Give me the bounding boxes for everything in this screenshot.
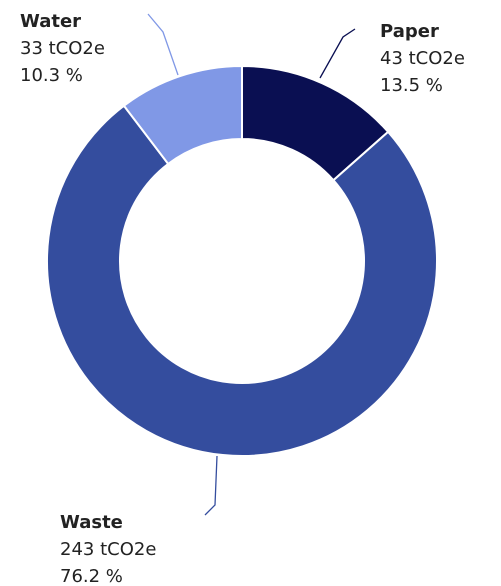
- data-label-name-waste: Waste: [60, 512, 123, 533]
- slice-waste: [46, 104, 438, 457]
- data-label-name-paper: Paper: [380, 21, 439, 42]
- leader-line-paper: [319, 28, 356, 79]
- leader-lines-layer: [147, 13, 356, 516]
- data-label-percent-waste: 76.2 %: [60, 566, 123, 586]
- data-label-value-water: 33 tCO2e: [20, 38, 105, 59]
- leader-line-waste: [204, 455, 218, 516]
- data-label-percent-water: 10.3 %: [20, 65, 83, 86]
- data-label-name-water: Water: [20, 11, 81, 32]
- slice-water: [122, 64, 243, 166]
- data-labels-layer: Paper 43 tCO2e 13.5 % Waste 243 tCO2e 76.2 % W…: [20, 11, 465, 586]
- slices-layer: [46, 64, 438, 457]
- data-label-percent-paper: 13.5 %: [380, 75, 443, 96]
- data-label-value-waste: 243 tCO2e: [60, 539, 156, 560]
- leader-line-water: [147, 13, 179, 76]
- data-label-value-paper: 43 tCO2e: [380, 48, 465, 69]
